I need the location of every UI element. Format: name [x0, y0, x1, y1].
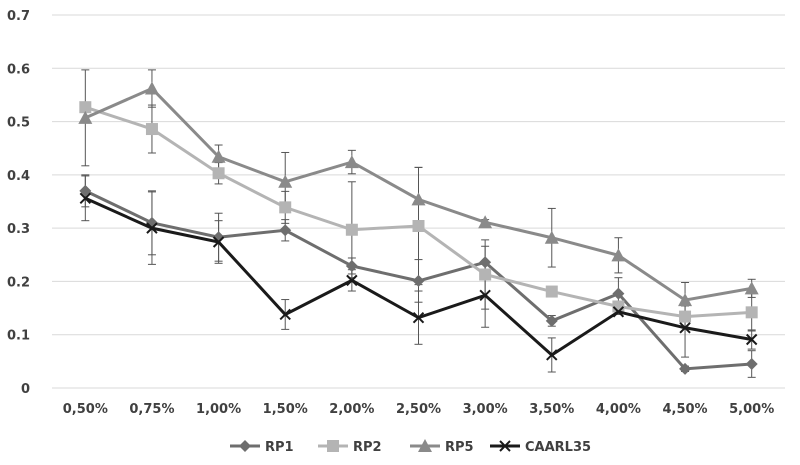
series-caarl35 — [79, 192, 758, 361]
data-point-rp2 — [145, 123, 158, 136]
data-point-caarl35 — [146, 222, 158, 234]
data-point-caarl35 — [212, 236, 225, 248]
y-tick-label: 0.3 — [7, 222, 30, 237]
x-tick-label: 3,50% — [529, 402, 574, 417]
legend: RP1 RP2 RP5 CAARL35 — [230, 439, 591, 455]
data-point-rp2 — [212, 167, 225, 180]
data-point-rp1 — [345, 259, 358, 272]
marker-stroke — [146, 222, 158, 234]
data-point-rp5 — [611, 248, 626, 262]
marker-stroke — [679, 322, 691, 334]
data-point-rp5 — [678, 293, 693, 307]
data-point-caarl35 — [479, 289, 491, 301]
legend-item-rp2: RP2 — [318, 440, 382, 455]
data-point-caarl35 — [79, 192, 92, 205]
data-point-caarl35 — [612, 306, 625, 318]
data-point-rp5 — [478, 215, 493, 229]
x-tick-label: 1,50% — [263, 402, 308, 417]
legend-item-caarl35: CAARL35 — [490, 440, 591, 455]
data-point-rp1 — [279, 224, 292, 237]
series-rp2 — [79, 101, 758, 323]
y-tick-label: 0.7 — [7, 9, 30, 24]
data-point-rp2 — [279, 201, 292, 214]
legend-marker — [499, 440, 511, 452]
x-tick-label: 2,00% — [329, 402, 374, 417]
x-tick-label: 4,00% — [596, 402, 641, 417]
data-point-rp1 — [679, 362, 692, 375]
legend-marker — [239, 440, 251, 452]
y-tick-label: 0.1 — [7, 329, 30, 344]
marker-stroke — [412, 311, 425, 324]
y-axis-ticks: 0 0.1 0.2 0.3 0.4 0.5 0.6 0.7 — [7, 9, 30, 397]
legend-label: RP2 — [353, 440, 382, 455]
data-point-rp2 — [412, 220, 425, 233]
data-point-rp5 — [544, 230, 559, 244]
x-tick-label: 4,50% — [662, 402, 707, 417]
data-point-rp1 — [745, 358, 758, 371]
marker-stroke — [499, 440, 511, 452]
marker-stroke — [212, 236, 225, 248]
legend-label: CAARL35 — [525, 440, 591, 455]
y-tick-label: 0.5 — [7, 116, 30, 131]
data-point-caarl35 — [546, 349, 558, 361]
marker-stroke — [745, 333, 758, 346]
marker-stroke — [279, 308, 291, 321]
y-tick-label: 0 — [21, 382, 30, 397]
data-point-rp1 — [479, 256, 492, 269]
x-tick-label: 0,50% — [63, 402, 108, 417]
data-point-rp1 — [612, 287, 625, 300]
data-point-caarl35 — [412, 311, 425, 324]
data-point-rp1 — [545, 314, 558, 327]
data-point-rp5 — [78, 110, 93, 124]
data-point-caarl35 — [346, 274, 358, 287]
data-point-rp5 — [144, 81, 159, 95]
series-rp5 — [78, 81, 759, 307]
legend-label: RP5 — [445, 440, 474, 455]
marker-stroke — [79, 192, 92, 205]
data-point-rp5 — [278, 174, 293, 188]
marker-stroke — [612, 306, 625, 318]
x-tick-label: 3,00% — [463, 402, 508, 417]
data-point-rp2 — [345, 223, 358, 236]
series-layer — [78, 69, 759, 378]
y-tick-label: 0.6 — [7, 62, 30, 77]
y-tick-label: 0.4 — [7, 169, 30, 184]
marker-stroke — [479, 289, 491, 301]
data-point-rp2 — [679, 310, 692, 323]
data-point-rp5 — [411, 192, 426, 206]
data-point-rp2 — [79, 101, 92, 114]
x-tick-label: 1,00% — [196, 402, 241, 417]
legend-marker — [327, 440, 339, 452]
marker-stroke — [346, 274, 358, 287]
y-tick-label: 0.2 — [7, 275, 30, 290]
data-point-caarl35 — [745, 333, 758, 346]
legend-marker — [418, 439, 432, 452]
data-point-rp2 — [745, 306, 758, 319]
x-tick-label: 5,00% — [729, 402, 774, 417]
data-point-rp1 — [79, 184, 92, 197]
data-point-rp2 — [545, 285, 558, 298]
data-point-caarl35 — [679, 322, 691, 334]
x-tick-label: 0,75% — [129, 402, 174, 417]
data-point-rp5 — [211, 149, 226, 163]
data-point-rp2 — [479, 268, 492, 281]
legend-item-rp1: RP1 — [230, 440, 294, 455]
x-tick-label: 2,50% — [396, 402, 441, 417]
data-point-rp5 — [344, 155, 359, 169]
legend-label: RP1 — [265, 440, 294, 455]
data-point-rp5 — [744, 281, 759, 295]
data-point-caarl35 — [279, 308, 291, 321]
legend-item-rp5: RP5 — [410, 439, 474, 455]
x-axis-ticks: 0,50% 0,75% 1,00% 1,50% 2,00% 2,50% 3,00% 3,50%… — [63, 402, 774, 417]
marker-stroke — [546, 349, 558, 361]
series-rp1 — [79, 184, 758, 375]
data-point-rp1 — [412, 274, 425, 287]
